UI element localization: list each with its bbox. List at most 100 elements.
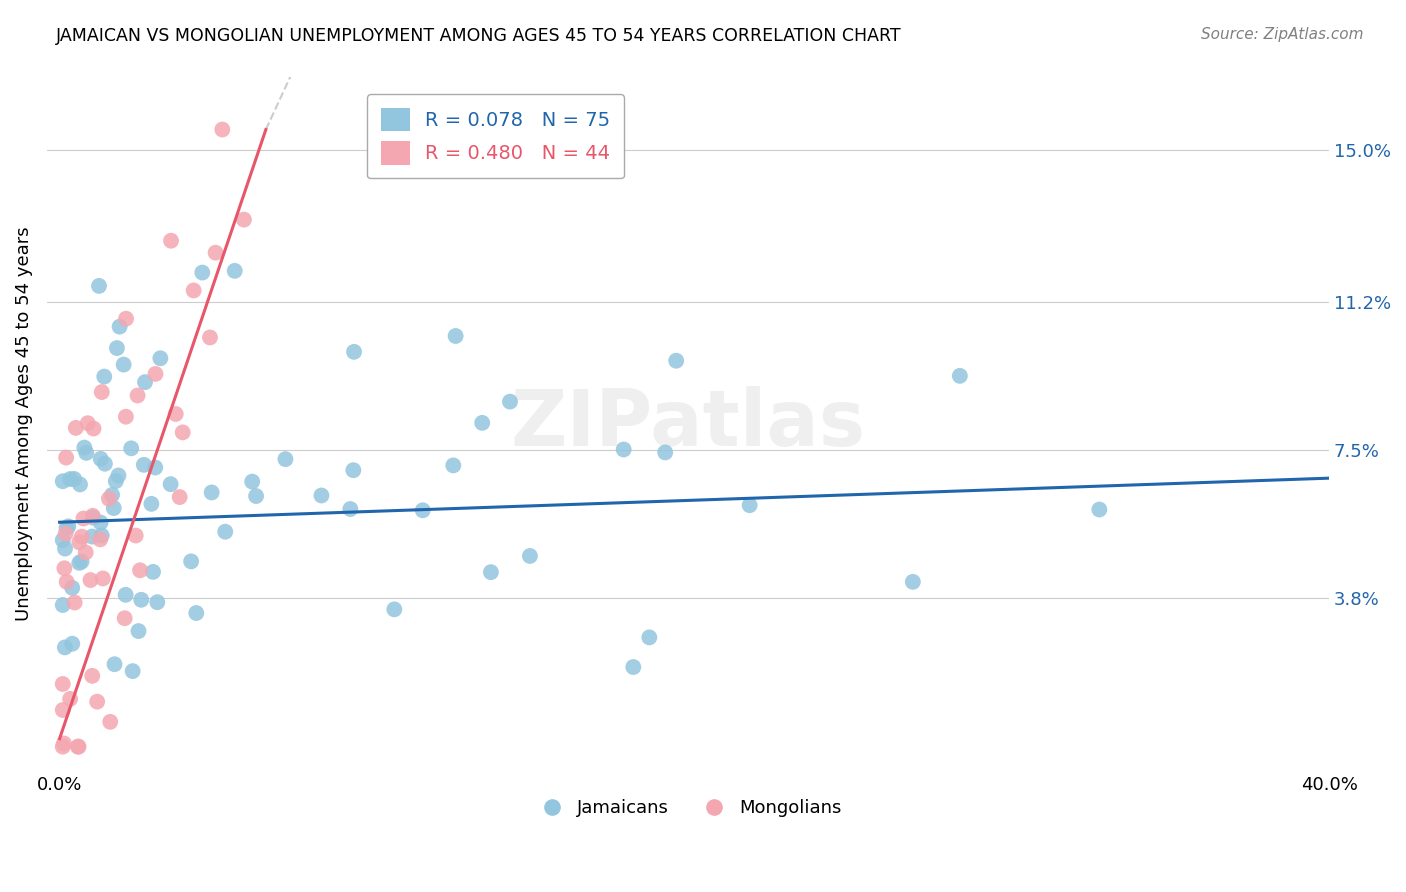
Point (98, 714, 121, 729)
Point (52, 677, 75, 691)
Point (412, 503, 434, 517)
Point (103, 657, 125, 672)
Point (67, 739, 90, 754)
Point (114, 611, 136, 625)
Point (72, 511, 94, 525)
Point (274, 452, 297, 467)
Point (311, 488, 333, 502)
Point (654, 445, 676, 459)
Point (198, 330, 221, 344)
Point (67, 535, 90, 549)
Point (73, 441, 96, 455)
Point (160, 234, 183, 248)
Point (90, 516, 112, 530)
Point (82, 508, 104, 523)
Point (232, 212, 254, 227)
Point (101, 488, 124, 502)
Point (75, 446, 97, 460)
Point (165, 407, 187, 421)
Point (82, 530, 104, 544)
Text: ZIPatlas: ZIPatlas (510, 386, 866, 462)
Point (87, 279, 110, 293)
Point (82, 510, 104, 524)
Point (214, 524, 236, 539)
Point (52, 475, 75, 489)
Point (69, 477, 91, 491)
Point (114, 588, 136, 602)
Point (128, 624, 150, 638)
Point (83, 421, 105, 435)
Point (52, 598, 75, 612)
Point (145, 367, 167, 381)
Y-axis label: Unemployment Among Ages 45 to 54 years: Unemployment Among Ages 45 to 54 years (15, 227, 32, 622)
Point (129, 592, 152, 607)
Point (108, 319, 131, 334)
Point (60, 637, 83, 651)
Point (172, 425, 194, 440)
Point (141, 497, 163, 511)
Point (65, 421, 87, 435)
Point (55, 526, 77, 541)
Point (58, 519, 80, 533)
Point (63, 472, 86, 486)
Point (613, 442, 636, 457)
Point (55, 450, 77, 465)
Point (59, 472, 82, 486)
Point (90, 528, 112, 542)
Point (901, 574, 924, 589)
Point (142, 565, 165, 579)
Point (143, 460, 166, 475)
Point (382, 602, 405, 616)
Point (66, 739, 89, 754)
Point (621, 660, 644, 674)
Point (499, 394, 522, 409)
Point (53, 561, 76, 575)
Point (444, 329, 467, 343)
Point (52, 703, 75, 717)
Point (183, 284, 205, 298)
Point (107, 468, 129, 483)
Point (149, 351, 172, 366)
Point (1088, 502, 1111, 516)
Point (738, 498, 761, 512)
Point (441, 458, 464, 473)
Point (86, 695, 108, 709)
Point (342, 463, 364, 477)
Point (129, 563, 152, 577)
Point (471, 416, 494, 430)
Point (52, 739, 75, 754)
Point (93, 369, 115, 384)
Point (52, 533, 75, 548)
Point (90, 451, 112, 466)
Point (204, 245, 226, 260)
Point (169, 490, 191, 504)
Point (224, 264, 246, 278)
Point (245, 489, 267, 503)
Point (146, 595, 169, 609)
Point (339, 502, 361, 516)
Point (59, 691, 82, 706)
Point (115, 409, 138, 424)
Point (105, 341, 128, 355)
Point (67, 556, 90, 570)
Point (94, 457, 117, 471)
Point (159, 477, 181, 491)
Point (63, 595, 86, 609)
Point (53, 541, 76, 556)
Point (124, 528, 146, 542)
Point (79, 573, 101, 587)
Point (211, 122, 233, 136)
Point (55, 574, 77, 589)
Point (76, 416, 98, 430)
Point (201, 485, 224, 500)
Point (949, 368, 972, 383)
Point (479, 565, 502, 579)
Point (240, 475, 263, 489)
Point (665, 353, 688, 368)
Point (75, 545, 97, 559)
Point (97, 491, 120, 506)
Point (104, 474, 127, 488)
Point (55, 521, 77, 535)
Point (70, 530, 93, 544)
Point (52, 736, 75, 750)
